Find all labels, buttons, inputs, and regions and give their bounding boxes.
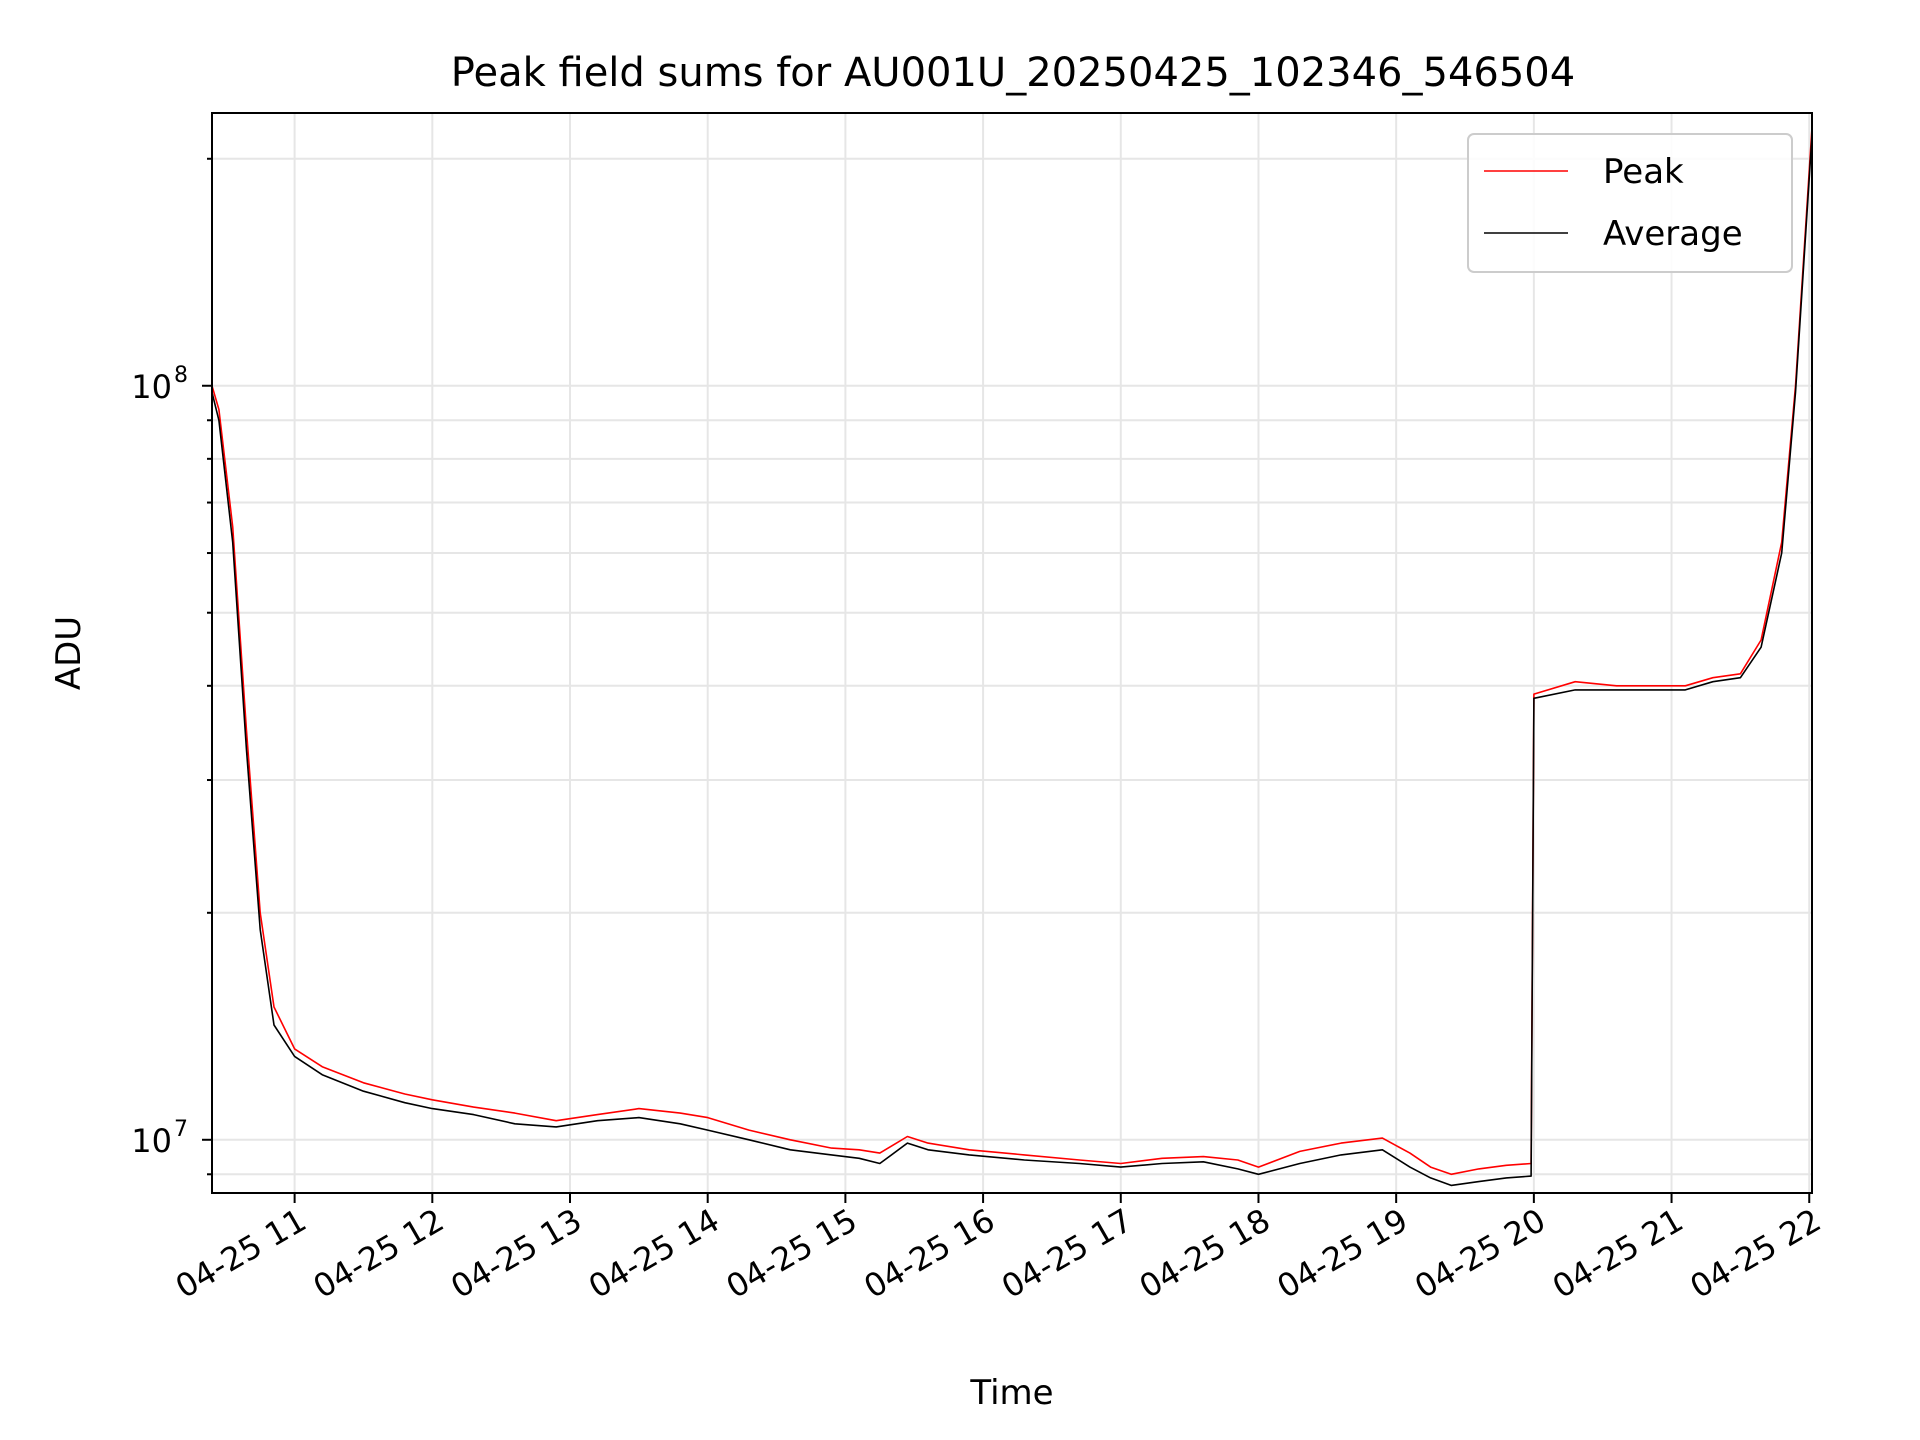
y-tick-label: 10 8 <box>131 363 188 406</box>
y-tick-label-exponent: 7 <box>174 1117 188 1142</box>
legend-label-peak: Peak <box>1603 152 1684 192</box>
y-tick-label-exponent: 8 <box>174 363 188 388</box>
y-tick-label-base: 10 <box>131 1122 172 1160</box>
y-axis-label: ADU <box>49 616 89 690</box>
legend-label-average: Average <box>1603 214 1743 254</box>
x-axis-label: Time <box>969 1373 1053 1413</box>
series-line-peak <box>211 127 1813 1176</box>
grid <box>212 113 1812 1193</box>
plot-series-group <box>211 127 1813 1187</box>
legend: Peak Average <box>1467 133 1793 273</box>
y-tick-label: 10 7 <box>131 1117 188 1160</box>
series-line-average <box>211 135 1813 1187</box>
y-tick-label-base: 10 <box>131 368 172 406</box>
chart-title: Peak field sums for AU001U_20250425_1023… <box>451 50 1575 96</box>
plot-frame <box>211 112 1813 1194</box>
legend-box <box>1467 133 1793 273</box>
